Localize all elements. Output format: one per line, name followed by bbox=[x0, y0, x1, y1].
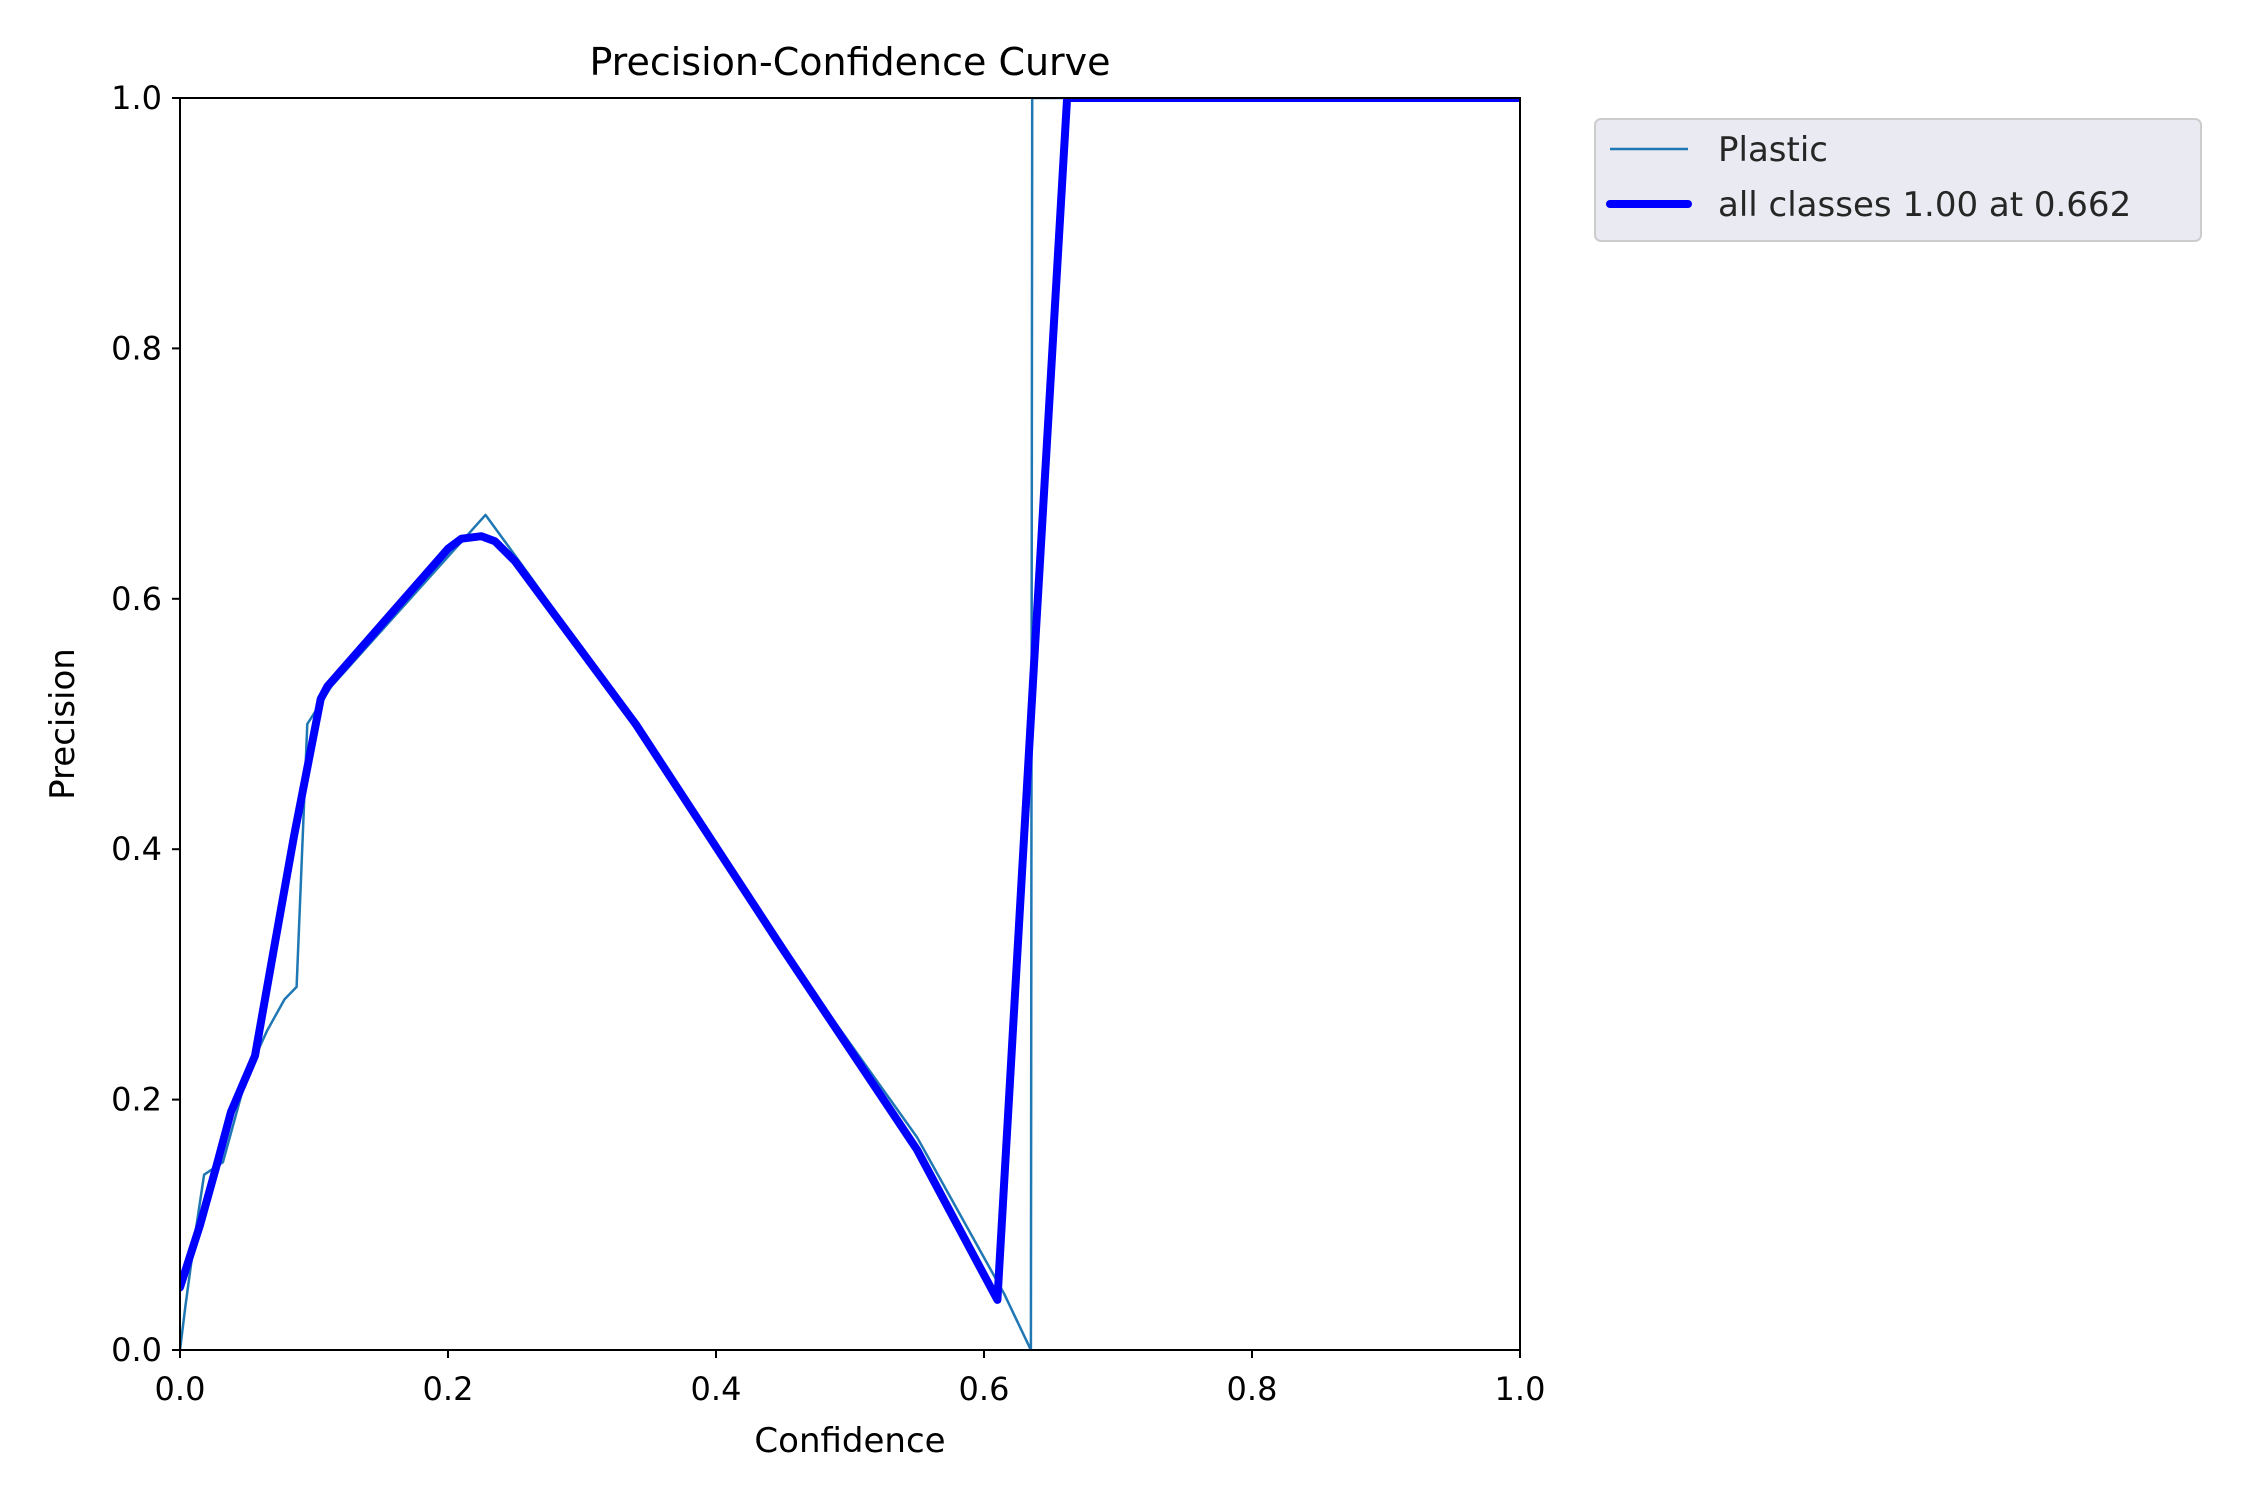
x-tick-label: 0.8 bbox=[1227, 1370, 1278, 1408]
x-tick-label: 0.0 bbox=[155, 1370, 206, 1408]
legend-box bbox=[1594, 118, 2202, 242]
y-tick-label: 1.0 bbox=[111, 79, 162, 117]
legend: Plastic all classes 1.00 at 0.662 bbox=[1594, 118, 2202, 242]
legend-label-plastic: Plastic bbox=[1718, 130, 1828, 170]
y-tick-label: 0.2 bbox=[111, 1081, 162, 1119]
y-axis-ticks: 0.0 0.2 0.4 0.6 0.8 1.0 bbox=[111, 79, 180, 1369]
x-tick-label: 0.6 bbox=[959, 1370, 1010, 1408]
chart-title: Precision-Confidence Curve bbox=[589, 40, 1110, 84]
x-tick-label: 1.0 bbox=[1495, 1370, 1546, 1408]
x-tick-label: 0.2 bbox=[423, 1370, 474, 1408]
y-tick-label: 0.0 bbox=[111, 1331, 162, 1369]
y-tick-label: 0.4 bbox=[111, 830, 162, 868]
legend-label-all-classes: all classes 1.00 at 0.662 bbox=[1718, 185, 2131, 225]
x-tick-label: 0.4 bbox=[691, 1370, 742, 1408]
y-axis-title: Precision bbox=[43, 648, 83, 800]
x-axis-title: Confidence bbox=[754, 1421, 945, 1461]
y-tick-label: 0.8 bbox=[111, 329, 162, 367]
plot-area-frame bbox=[179, 97, 1521, 1351]
series-layer bbox=[180, 98, 1520, 1350]
y-tick-label: 0.6 bbox=[111, 580, 162, 618]
series-line-all-classes bbox=[180, 98, 1520, 1304]
series-line-plastic bbox=[180, 98, 1520, 1350]
x-axis-ticks: 0.0 0.2 0.4 0.6 0.8 1.0 bbox=[155, 1350, 1546, 1408]
